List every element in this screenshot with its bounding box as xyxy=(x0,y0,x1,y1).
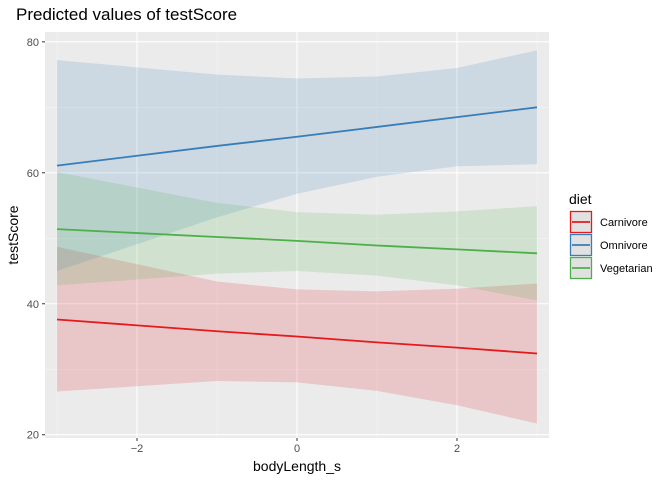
y-axis-title: testScore xyxy=(5,205,21,264)
line-vegetarian xyxy=(56,228,538,255)
grid-major xyxy=(45,32,549,438)
ribbon-vegetarian xyxy=(57,172,537,301)
x-axis-title: bodyLength_s xyxy=(253,458,341,474)
y-tick-label: 40 xyxy=(27,299,39,311)
chart-title: Predicted values of testScore xyxy=(16,5,237,24)
legend-label-omnivore: Omnivore xyxy=(600,240,648,252)
ribbon-carnivore xyxy=(57,246,537,424)
x-tick-label: 0 xyxy=(294,443,300,455)
confidence-ribbons xyxy=(57,50,537,424)
x-tick-label: 2 xyxy=(454,443,460,455)
line-carnivore xyxy=(56,318,538,355)
ribbon-omnivore xyxy=(57,50,537,272)
legend-label-carnivore: Carnivore xyxy=(600,217,648,229)
line-omnivore xyxy=(56,106,538,167)
legend: diet Carnivore Omnivore Vegetarian xyxy=(569,191,653,280)
series-lines xyxy=(56,106,538,355)
axes: −2 0 2 20 40 60 80 xyxy=(27,37,460,455)
y-tick-label: 80 xyxy=(27,37,39,49)
legend-title: diet xyxy=(569,191,592,207)
y-tick-label: 20 xyxy=(27,430,39,442)
legend-label-vegetarian: Vegetarian xyxy=(600,263,653,275)
x-tick-label: −2 xyxy=(131,443,144,455)
y-tick-label: 60 xyxy=(27,168,39,180)
